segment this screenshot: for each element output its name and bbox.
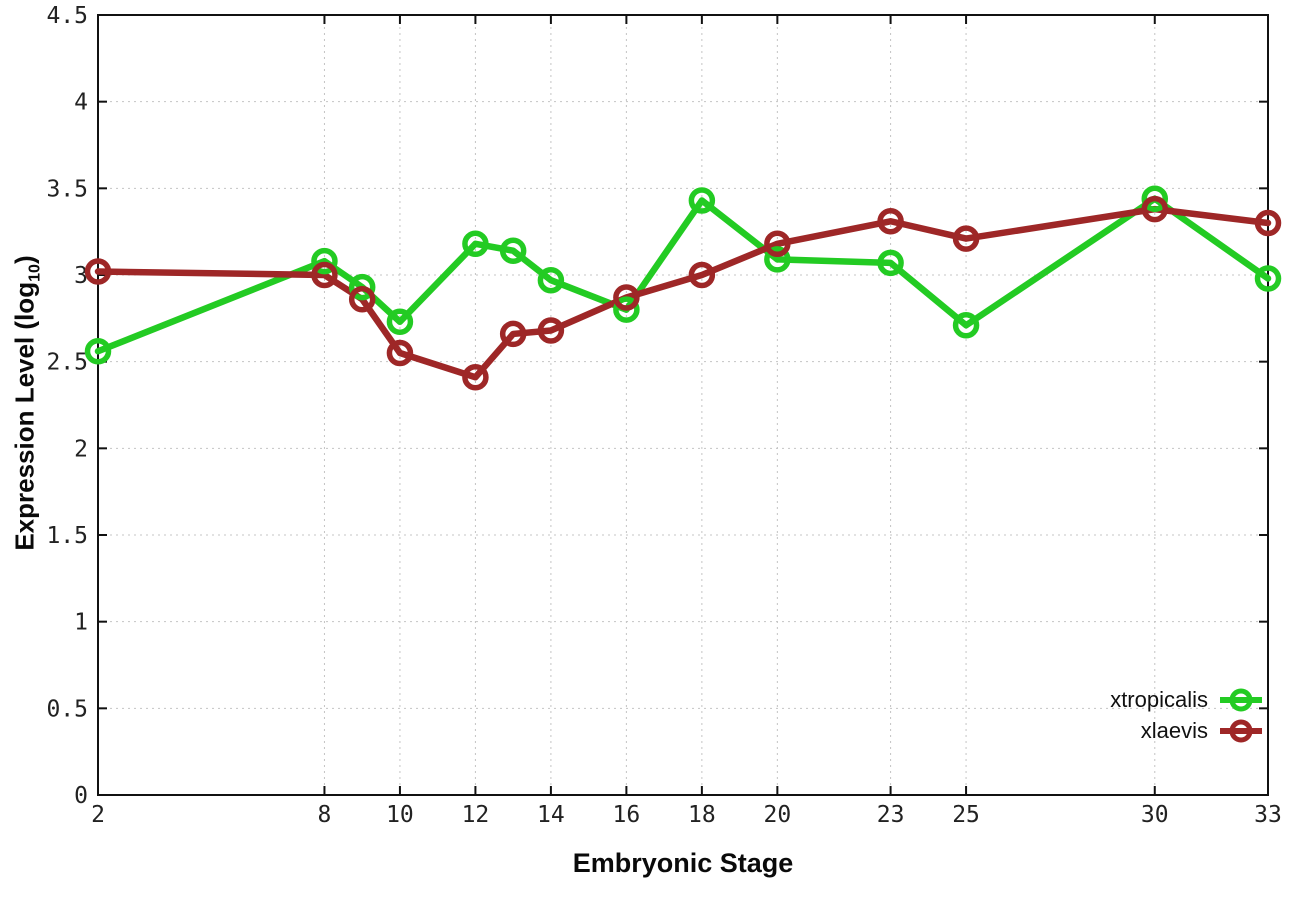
legend-sample-point <box>1229 688 1253 712</box>
y-tick-label: 3 <box>74 263 88 289</box>
legend-label-xtropicalis: xtropicalis <box>1110 687 1208 712</box>
data-point-xlaevis <box>877 208 904 235</box>
data-point-xtropicalis <box>537 266 565 294</box>
x-axis-label: Embryonic Stage <box>572 848 794 878</box>
data-point-xlaevis <box>499 320 527 348</box>
legend-entry-xlaevis: xlaevis <box>1141 717 1264 745</box>
x-tick-label: 2 <box>91 802 105 828</box>
y-tick-label: 0 <box>74 783 88 809</box>
data-point-xlaevis <box>688 261 716 289</box>
y-tick-label: 3.5 <box>46 176 88 202</box>
series-line-xlaevis <box>94 205 1272 381</box>
data-point-xtropicalis <box>499 237 527 264</box>
data-point-xlaevis <box>348 286 376 313</box>
x-tick-label: 16 <box>613 802 641 828</box>
data-point-xlaevis <box>952 225 980 252</box>
y-tick-label: 2.5 <box>46 350 88 376</box>
data-point-xlaevis <box>311 261 338 289</box>
x-tick-label: 30 <box>1141 802 1169 828</box>
data-point-xlaevis <box>84 258 112 285</box>
y-tick-label: 2 <box>74 436 88 462</box>
data-point-xtropicalis <box>764 246 791 273</box>
legend-sample-point <box>1229 719 1253 743</box>
data-point-xtropicalis <box>462 230 489 258</box>
x-tick-label: 23 <box>877 802 905 828</box>
x-tick-label: 20 <box>764 802 792 828</box>
y-tick-label: 4 <box>74 90 88 116</box>
plot-border <box>97 14 1269 796</box>
data-point-xtropicalis <box>1141 185 1169 212</box>
x-tick-label: 25 <box>952 802 980 828</box>
y-axis-label: Expression Level (log10) <box>9 255 44 551</box>
legend-label-xlaevis: xlaevis <box>1140 718 1208 743</box>
data-point-xtropicalis <box>877 249 904 277</box>
y-axis-label-subscript: 10 <box>25 264 44 282</box>
data-point-xlaevis <box>1254 209 1282 237</box>
x-tick-label: 10 <box>386 802 414 828</box>
x-tick-label: 8 <box>318 802 332 828</box>
x-tick-label: 18 <box>688 802 716 828</box>
data-point-xtropicalis <box>386 308 414 336</box>
y-tick-label: 4.5 <box>46 3 88 29</box>
data-point-xtropicalis <box>688 187 716 214</box>
data-point-xlaevis <box>386 339 414 367</box>
data-point-xlaevis <box>537 317 565 344</box>
x-tick-label: 14 <box>537 802 565 828</box>
data-point-xlaevis <box>1141 195 1169 223</box>
x-tick-label: 12 <box>462 802 490 828</box>
data-point-xtropicalis <box>952 312 980 339</box>
y-tick-label: 0.5 <box>46 696 88 722</box>
data-point-xtropicalis <box>311 247 338 275</box>
data-point-xtropicalis <box>613 296 640 323</box>
data-point-xlaevis <box>764 230 791 258</box>
legend-marker-xtropicalis <box>1220 688 1262 712</box>
data-point-xlaevis <box>613 284 640 311</box>
legend-marker-xlaevis <box>1220 719 1262 743</box>
y-tick-label: 1.5 <box>46 523 88 549</box>
legend-entry-xtropicalis: xtropicalis <box>1110 686 1264 714</box>
data-point-xtropicalis <box>1254 265 1282 292</box>
data-point-xtropicalis <box>348 273 376 301</box>
data-point-xlaevis <box>462 364 489 391</box>
y-tick-label: 1 <box>74 610 88 636</box>
data-point-xtropicalis <box>84 338 112 365</box>
x-tick-label: 33 <box>1254 802 1282 828</box>
legend: xtropicalis xlaevis <box>1110 686 1264 745</box>
